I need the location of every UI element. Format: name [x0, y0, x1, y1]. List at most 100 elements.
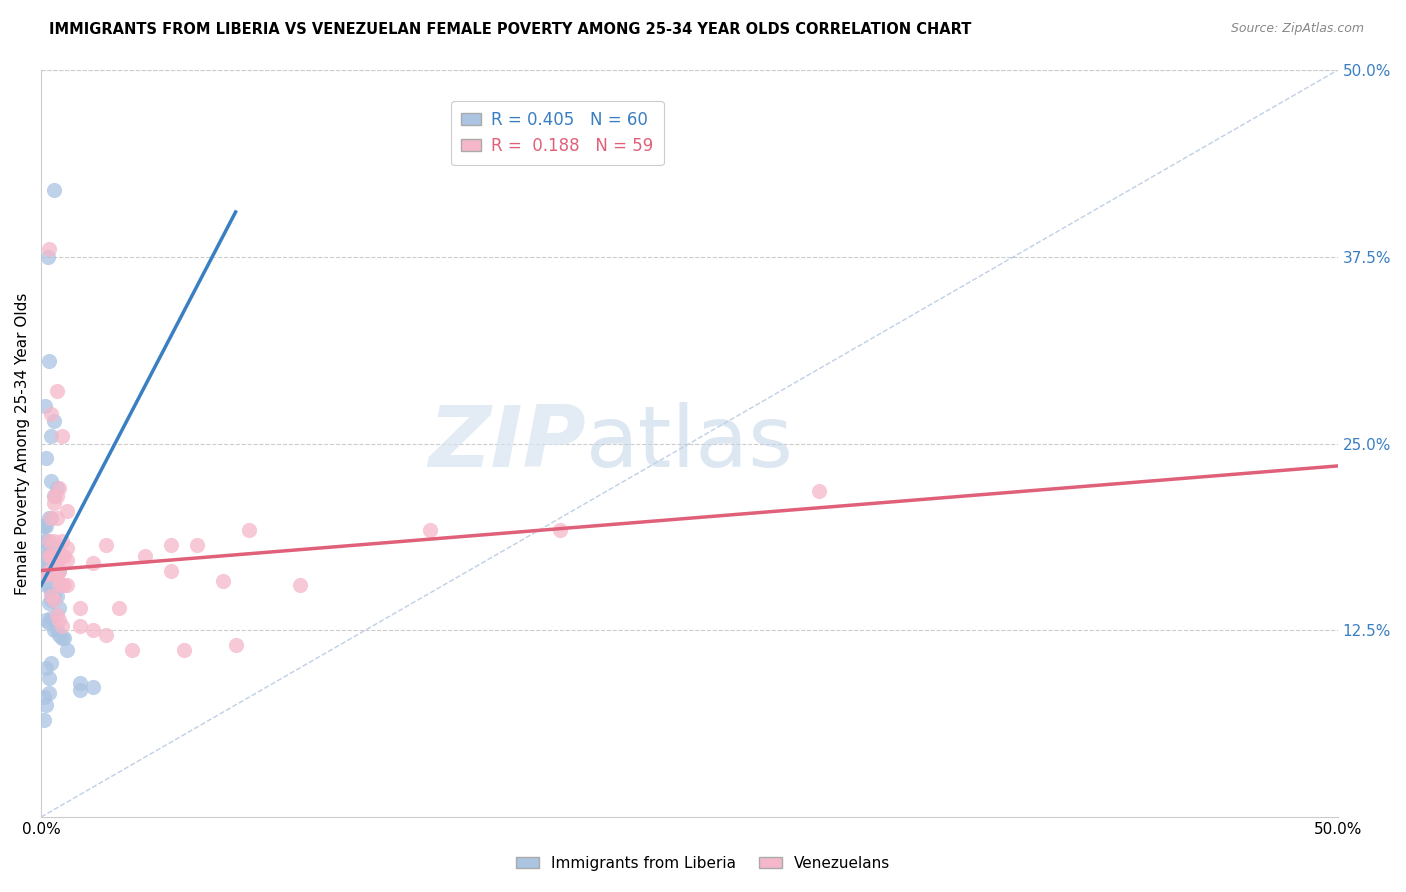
- Point: [41, 407, 63, 421]
- Legend: Immigrants from Liberia, Venezuelans: Immigrants from Liberia, Venezuelans: [509, 850, 897, 877]
- Point: [82, 680, 104, 694]
- Point: [38, 671, 60, 685]
- Text: Source: ZipAtlas.com: Source: ZipAtlas.com: [1230, 22, 1364, 36]
- Point: [41, 564, 63, 578]
- Point: [45, 549, 67, 563]
- Point: [51, 619, 73, 633]
- Point: [69, 600, 91, 615]
- Point: [32, 713, 55, 727]
- Point: [41, 511, 63, 525]
- Point: [108, 600, 131, 615]
- Point: [35, 568, 58, 582]
- Point: [38, 533, 60, 548]
- Point: [69, 675, 91, 690]
- Point: [159, 564, 181, 578]
- Point: [45, 384, 67, 399]
- Point: [48, 481, 70, 495]
- Point: [38, 549, 60, 563]
- Point: [41, 593, 63, 607]
- Point: [134, 549, 156, 563]
- Point: [35, 613, 58, 627]
- Point: [38, 354, 60, 368]
- Point: [35, 578, 58, 592]
- Point: [56, 541, 79, 555]
- Point: [42, 183, 65, 197]
- Point: [48, 628, 70, 642]
- Point: [34, 533, 56, 548]
- Point: [45, 481, 67, 495]
- Point: [419, 523, 441, 537]
- Point: [56, 504, 79, 518]
- Point: [48, 564, 70, 578]
- Point: [94, 538, 117, 552]
- Point: [38, 533, 60, 548]
- Point: [35, 541, 58, 555]
- Point: [94, 628, 117, 642]
- Point: [290, 578, 312, 592]
- Point: [41, 589, 63, 603]
- Point: [41, 586, 63, 600]
- Point: [42, 549, 65, 563]
- Point: [35, 660, 58, 674]
- Legend: R = 0.405   N = 60, R =  0.188   N = 59: R = 0.405 N = 60, R = 0.188 N = 59: [451, 101, 664, 165]
- Point: [48, 564, 70, 578]
- Point: [51, 631, 73, 645]
- Point: [48, 613, 70, 627]
- Point: [34, 399, 56, 413]
- Point: [41, 549, 63, 563]
- Point: [82, 624, 104, 638]
- Point: [53, 631, 76, 645]
- Point: [38, 549, 60, 563]
- Point: [41, 556, 63, 570]
- Point: [42, 489, 65, 503]
- Point: [45, 608, 67, 623]
- Point: [41, 511, 63, 525]
- Point: [42, 489, 65, 503]
- Point: [56, 578, 79, 592]
- Y-axis label: Female Poverty Among 25-34 Year Olds: Female Poverty Among 25-34 Year Olds: [15, 293, 30, 595]
- Point: [42, 533, 65, 548]
- Point: [51, 429, 73, 443]
- Point: [38, 615, 60, 630]
- Point: [186, 538, 208, 552]
- Point: [56, 553, 79, 567]
- Point: [45, 511, 67, 525]
- Point: [45, 489, 67, 503]
- Point: [41, 564, 63, 578]
- Point: [32, 556, 55, 570]
- Point: [173, 642, 195, 657]
- Point: [35, 549, 58, 563]
- Point: [41, 474, 63, 488]
- Point: [41, 656, 63, 670]
- Point: [35, 533, 58, 548]
- Point: [238, 523, 260, 537]
- Point: [42, 568, 65, 582]
- Point: [32, 518, 55, 533]
- Point: [45, 589, 67, 603]
- Point: [38, 549, 60, 563]
- Point: [38, 686, 60, 700]
- Point: [42, 593, 65, 607]
- Point: [38, 596, 60, 610]
- Point: [42, 549, 65, 563]
- Point: [82, 556, 104, 570]
- Point: [35, 564, 58, 578]
- Point: [45, 624, 67, 638]
- Point: [69, 619, 91, 633]
- Text: atlas: atlas: [586, 402, 793, 485]
- Point: [45, 559, 67, 574]
- Point: [56, 642, 79, 657]
- Point: [41, 549, 63, 563]
- Point: [38, 243, 60, 257]
- Point: [38, 511, 60, 525]
- Point: [35, 698, 58, 712]
- Point: [51, 533, 73, 548]
- Point: [51, 578, 73, 592]
- Point: [37, 250, 59, 264]
- Point: [48, 578, 70, 592]
- Point: [42, 589, 65, 603]
- Point: [159, 538, 181, 552]
- Point: [42, 624, 65, 638]
- Point: [42, 549, 65, 563]
- Point: [38, 556, 60, 570]
